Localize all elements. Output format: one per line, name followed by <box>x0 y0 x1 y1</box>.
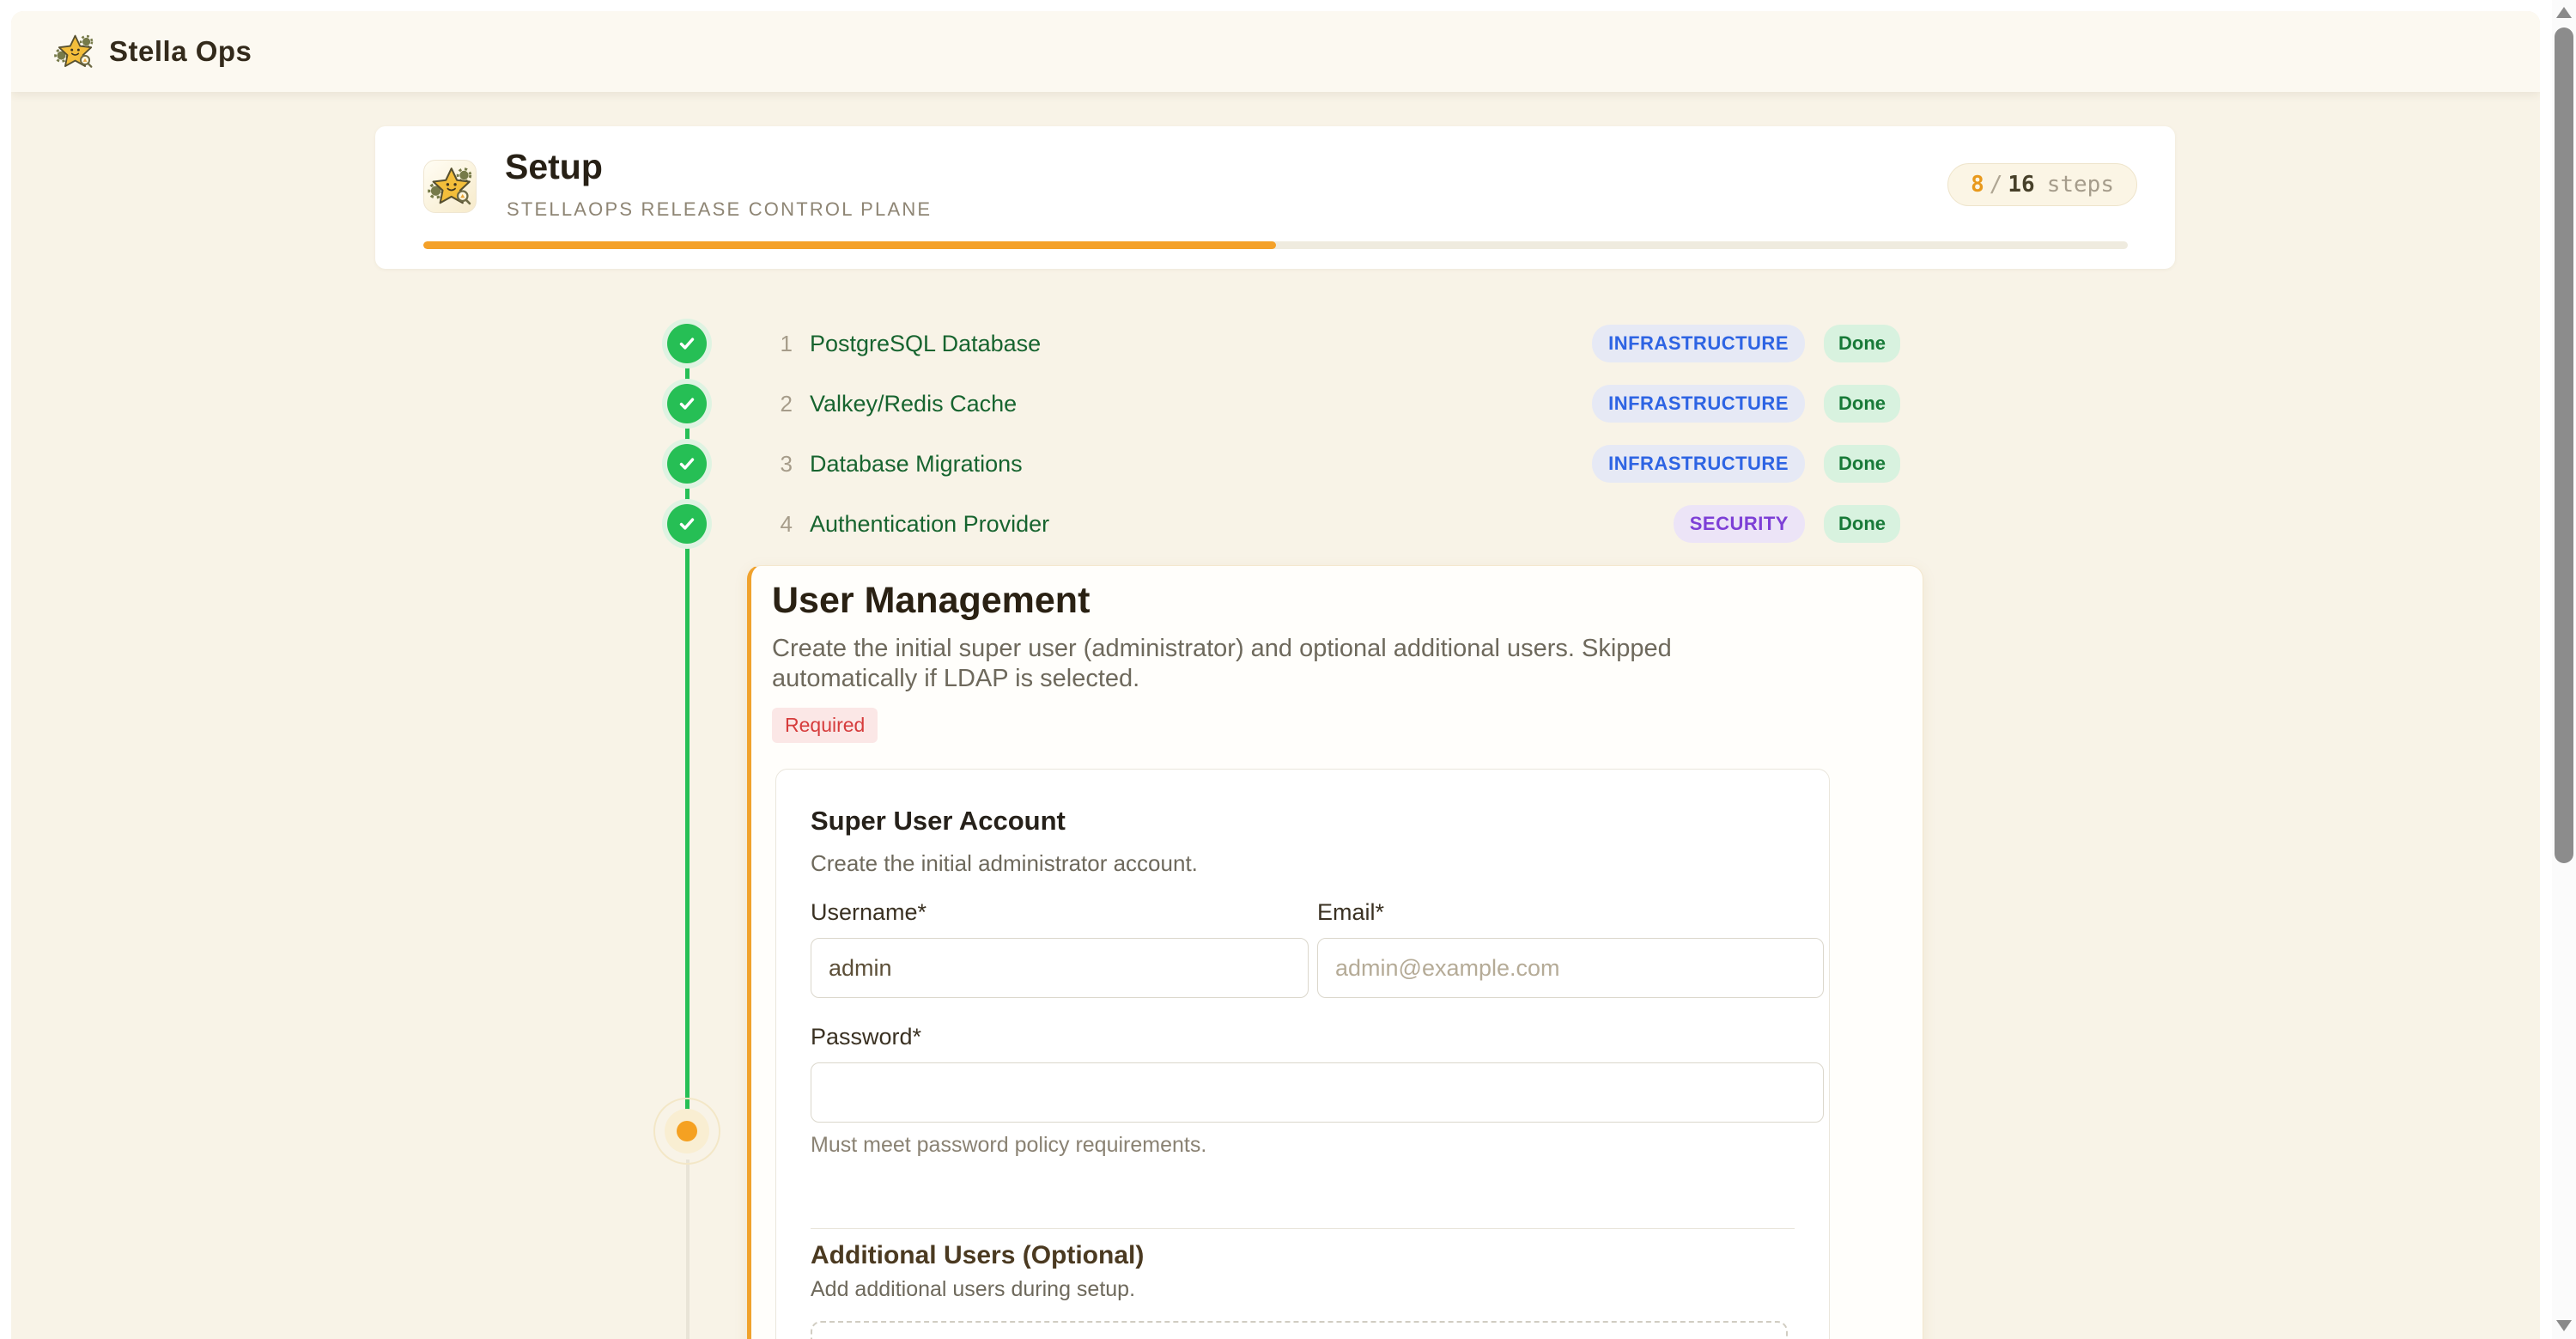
email-label: Email* <box>1317 899 1385 925</box>
user-management-description: Create the initial super user (administr… <box>772 635 1672 692</box>
section-divider <box>811 1228 1795 1229</box>
required-badge: Required <box>772 708 878 743</box>
step-number: 3 <box>780 450 793 477</box>
setup-subtitle: STELLAOPS RELEASE CONTROL PLANE <box>507 198 933 220</box>
additional-users-title: Additional Users (Optional) <box>811 1241 1145 1269</box>
check-icon <box>679 398 695 410</box>
step-category-badge: INFRASTRUCTURE <box>1592 445 1805 483</box>
additional-users-description: Add additional users during setup. <box>811 1277 1136 1301</box>
current-step-dot <box>677 1121 697 1141</box>
user-management-title: User Management <box>772 580 1091 621</box>
username-field-group: Username* <box>811 899 1309 998</box>
step-row[interactable]: 2 Valkey/Redis Cache INFRASTRUCTURE Done <box>667 374 1900 434</box>
password-input[interactable] <box>811 1062 1824 1123</box>
timeline-completed-line <box>685 344 690 1113</box>
step-status-badge: Done <box>1824 445 1900 483</box>
username-email-row: Username* Email* <box>811 899 1829 998</box>
super-user-description: Create the initial administrator account… <box>811 850 1198 876</box>
password-help-text: Must meet password policy requirements. <box>811 1133 1207 1157</box>
password-field-group: Password* Must meet password policy requ… <box>811 1024 1829 1158</box>
step-number: 2 <box>780 390 793 417</box>
star-mascot-icon <box>428 167 472 205</box>
step-number: 1 <box>780 330 793 356</box>
step-row[interactable]: 4 Authentication Provider SECURITY Done <box>667 494 1900 554</box>
setup-progress-bar <box>423 241 2128 249</box>
step-title: Database Migrations <box>810 450 1023 477</box>
setup-card: Setup STELLAOPS RELEASE CONTROL PLANE 8 … <box>375 126 2175 269</box>
step-title: Authentication Provider <box>810 510 1050 537</box>
super-user-title: Super User Account <box>811 806 1066 836</box>
email-input[interactable] <box>1317 938 1824 998</box>
password-label: Password* <box>811 1024 922 1050</box>
step-title: Valkey/Redis Cache <box>810 390 1018 417</box>
step-badges: SECURITY Done <box>1673 505 1900 543</box>
step-done-circle <box>667 384 707 423</box>
timeline-pending-line <box>686 1159 690 1339</box>
step-done-circle <box>667 324 707 363</box>
step-done-circle <box>667 444 707 484</box>
check-icon <box>679 458 695 470</box>
steps-count-badge: 8 / 16 steps <box>1947 163 2137 206</box>
step-status-badge: Done <box>1824 505 1900 543</box>
setup-logo-tile <box>423 160 477 213</box>
check-icon <box>679 518 695 530</box>
step-done-circle <box>667 504 707 544</box>
step-category-badge: SECURITY <box>1673 505 1805 543</box>
check-icon <box>679 338 695 350</box>
super-user-card: Super User Account Create the initial ad… <box>775 769 1830 1339</box>
app-title: Stella Ops <box>109 35 252 67</box>
steps-list: 1 PostgreSQL Database INFRASTRUCTURE Don… <box>667 313 1900 554</box>
scrollbar-thumb[interactable] <box>2555 27 2573 863</box>
step-category-badge: INFRASTRUCTURE <box>1592 385 1805 423</box>
page-background: Stella Ops Setup STELLAOPS RELEASE CONTR… <box>11 11 2540 1339</box>
steps-total-count: 16 <box>2008 172 2035 198</box>
email-field-group: Email* <box>1317 899 1824 998</box>
steps-separator: / <box>1989 172 2003 198</box>
star-mascot-icon <box>54 34 94 69</box>
step-badges: INFRASTRUCTURE Done <box>1592 385 1900 423</box>
scroll-up-arrow-icon[interactable] <box>2556 7 2572 18</box>
app-header: Stella Ops <box>11 11 2540 92</box>
step-number: 4 <box>780 510 793 537</box>
step-row[interactable]: 3 Database Migrations INFRASTRUCTURE Don… <box>667 434 1900 494</box>
user-management-card: User Management Create the initial super… <box>747 565 1923 1339</box>
setup-title: Setup <box>505 147 603 186</box>
progress-fill <box>423 241 1276 249</box>
add-another-user-button[interactable]: + Add Another User <box>811 1321 1788 1339</box>
step-badges: INFRASTRUCTURE Done <box>1592 325 1900 362</box>
step-badges: INFRASTRUCTURE Done <box>1592 445 1900 483</box>
step-title: PostgreSQL Database <box>810 330 1042 356</box>
step-row[interactable]: 1 PostgreSQL Database INFRASTRUCTURE Don… <box>667 313 1900 374</box>
username-input[interactable] <box>811 938 1309 998</box>
steps-done-count: 8 <box>1971 172 1984 198</box>
vertical-scrollbar[interactable] <box>2552 0 2576 1339</box>
scroll-down-arrow-icon[interactable] <box>2556 1320 2572 1331</box>
current-step-outer-ring <box>653 1098 720 1165</box>
step-status-badge: Done <box>1824 385 1900 423</box>
step-status-badge: Done <box>1824 325 1900 362</box>
username-label: Username* <box>811 899 927 925</box>
step-category-badge: INFRASTRUCTURE <box>1592 325 1805 362</box>
steps-suffix: steps <box>2046 172 2114 198</box>
